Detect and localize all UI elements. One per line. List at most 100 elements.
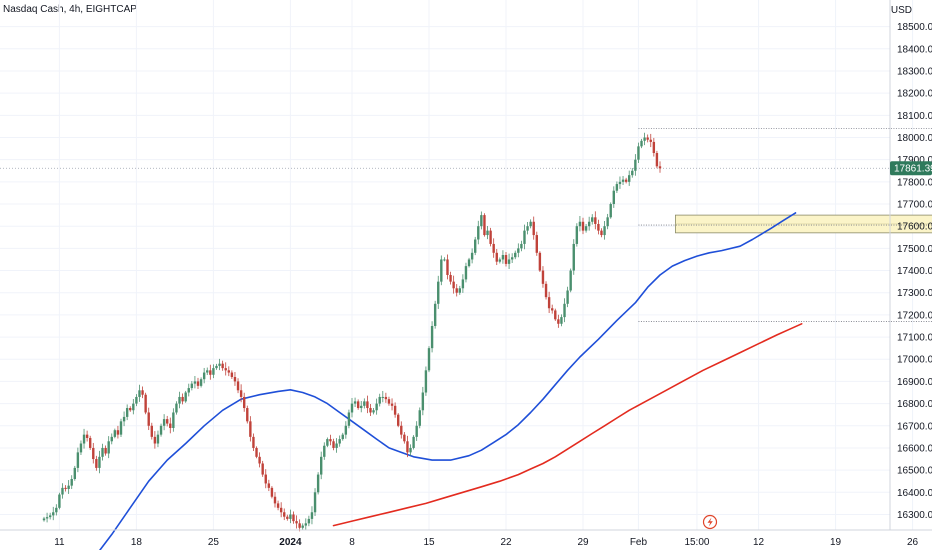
candle-body bbox=[73, 467, 76, 479]
candle-body bbox=[243, 396, 246, 409]
candle-body bbox=[89, 437, 92, 448]
current-price-tag: 17861.39 bbox=[890, 161, 932, 176]
candle-body bbox=[236, 381, 240, 391]
candle-body bbox=[554, 310, 557, 320]
candle-body bbox=[378, 396, 381, 404]
candle-body bbox=[230, 372, 234, 377]
candle-body bbox=[286, 516, 289, 519]
candle-body bbox=[249, 421, 252, 437]
price-tick-label: 18300.00 bbox=[897, 66, 932, 77]
candle-body bbox=[563, 303, 566, 318]
candle-body bbox=[329, 439, 332, 442]
candle-body bbox=[206, 370, 209, 373]
candle-body bbox=[169, 423, 172, 428]
candle-body bbox=[110, 436, 113, 442]
price-tick-label: 18400.00 bbox=[897, 44, 932, 55]
candle-body bbox=[458, 288, 461, 293]
candle-body bbox=[326, 439, 329, 446]
time-axis[interactable]: 11 18 25 2024 8 15 22 29 Feb 15:00 12 19 26 bbox=[54, 537, 918, 548]
candle-body bbox=[246, 408, 249, 422]
time-tick-label: 29 bbox=[577, 537, 589, 548]
candle-body bbox=[615, 184, 619, 191]
candle-body bbox=[304, 523, 307, 526]
candle-body bbox=[446, 259, 449, 275]
candle-body bbox=[646, 137, 649, 140]
candle-body bbox=[523, 230, 526, 244]
moving-average-slow-line bbox=[332, 322, 803, 527]
candle-body bbox=[492, 243, 495, 253]
candle-body bbox=[310, 512, 314, 519]
candle-body bbox=[45, 517, 49, 519]
candle-body bbox=[224, 368, 227, 371]
candle-body bbox=[501, 255, 505, 260]
symbol-title: Nasdaq Cash, 4h, EIGHTCAP bbox=[3, 4, 137, 15]
candle-body bbox=[227, 370, 230, 373]
price-axis[interactable]: 16300.00 16400.00 16500.00 16600.00 16700.00… bbox=[897, 22, 932, 521]
currency-label: USD bbox=[890, 5, 912, 16]
candle-body bbox=[393, 405, 397, 415]
candle-body bbox=[514, 252, 517, 258]
candle-body bbox=[384, 396, 388, 400]
candle-body bbox=[138, 390, 141, 397]
candle-body bbox=[58, 494, 61, 508]
candle-body bbox=[634, 159, 637, 171]
candle-body bbox=[504, 255, 508, 264]
price-tick-label: 17000.00 bbox=[897, 355, 932, 366]
candle-body bbox=[621, 179, 625, 182]
candle-body bbox=[313, 492, 317, 513]
time-tick-label: Feb bbox=[630, 537, 648, 548]
candle-body bbox=[338, 439, 341, 444]
candle-body bbox=[79, 443, 83, 453]
price-tick-label: 16700.00 bbox=[897, 421, 932, 432]
candle-body bbox=[464, 266, 468, 280]
time-tick-label: 11 bbox=[54, 537, 65, 548]
candle-body bbox=[295, 521, 298, 524]
candle-body bbox=[279, 507, 283, 513]
candle-body bbox=[196, 381, 200, 386]
candle-body bbox=[440, 259, 443, 282]
candle-body bbox=[594, 217, 597, 224]
candle-body bbox=[70, 478, 73, 486]
candle-body bbox=[104, 447, 107, 454]
candle-body bbox=[366, 401, 369, 409]
candle-body bbox=[628, 175, 631, 182]
price-tick-label: 18500.00 bbox=[897, 22, 932, 33]
candle-body bbox=[298, 523, 301, 528]
candle-body bbox=[341, 434, 344, 440]
candle-body bbox=[76, 452, 80, 468]
candle-body bbox=[233, 376, 237, 382]
price-tick-label: 18000.00 bbox=[897, 133, 932, 144]
price-tick-label: 17400.00 bbox=[897, 266, 932, 277]
candle-body bbox=[372, 410, 375, 413]
candle-body bbox=[292, 514, 295, 522]
candle-body bbox=[652, 141, 656, 154]
candle-body bbox=[175, 403, 178, 413]
candle-body bbox=[335, 443, 338, 448]
candle-body bbox=[353, 401, 357, 404]
candle-body bbox=[320, 456, 323, 475]
candle-body bbox=[551, 308, 554, 311]
time-tick-label: 25 bbox=[208, 537, 220, 548]
candle-body bbox=[221, 363, 224, 369]
candle-body bbox=[575, 226, 579, 244]
candlesticks bbox=[42, 132, 662, 532]
bolt-icon[interactable] bbox=[702, 514, 718, 530]
candle-body bbox=[430, 325, 434, 349]
candle-body bbox=[212, 368, 215, 375]
candle-body bbox=[162, 419, 166, 426]
candle-body bbox=[252, 436, 255, 448]
fibonacci-retracement[interactable]: 00.51 bbox=[638, 124, 932, 328]
candle-body bbox=[433, 303, 437, 326]
candle-body bbox=[649, 139, 652, 142]
candle-body bbox=[64, 487, 67, 489]
candle-body bbox=[258, 456, 261, 464]
candle-body bbox=[156, 434, 160, 444]
candle-body bbox=[529, 221, 532, 227]
candle-body bbox=[461, 279, 465, 289]
candle-body bbox=[199, 379, 203, 386]
candle-body bbox=[640, 140, 643, 147]
candle-body bbox=[544, 283, 548, 298]
candle-body bbox=[467, 259, 471, 267]
candle-body bbox=[409, 447, 412, 453]
